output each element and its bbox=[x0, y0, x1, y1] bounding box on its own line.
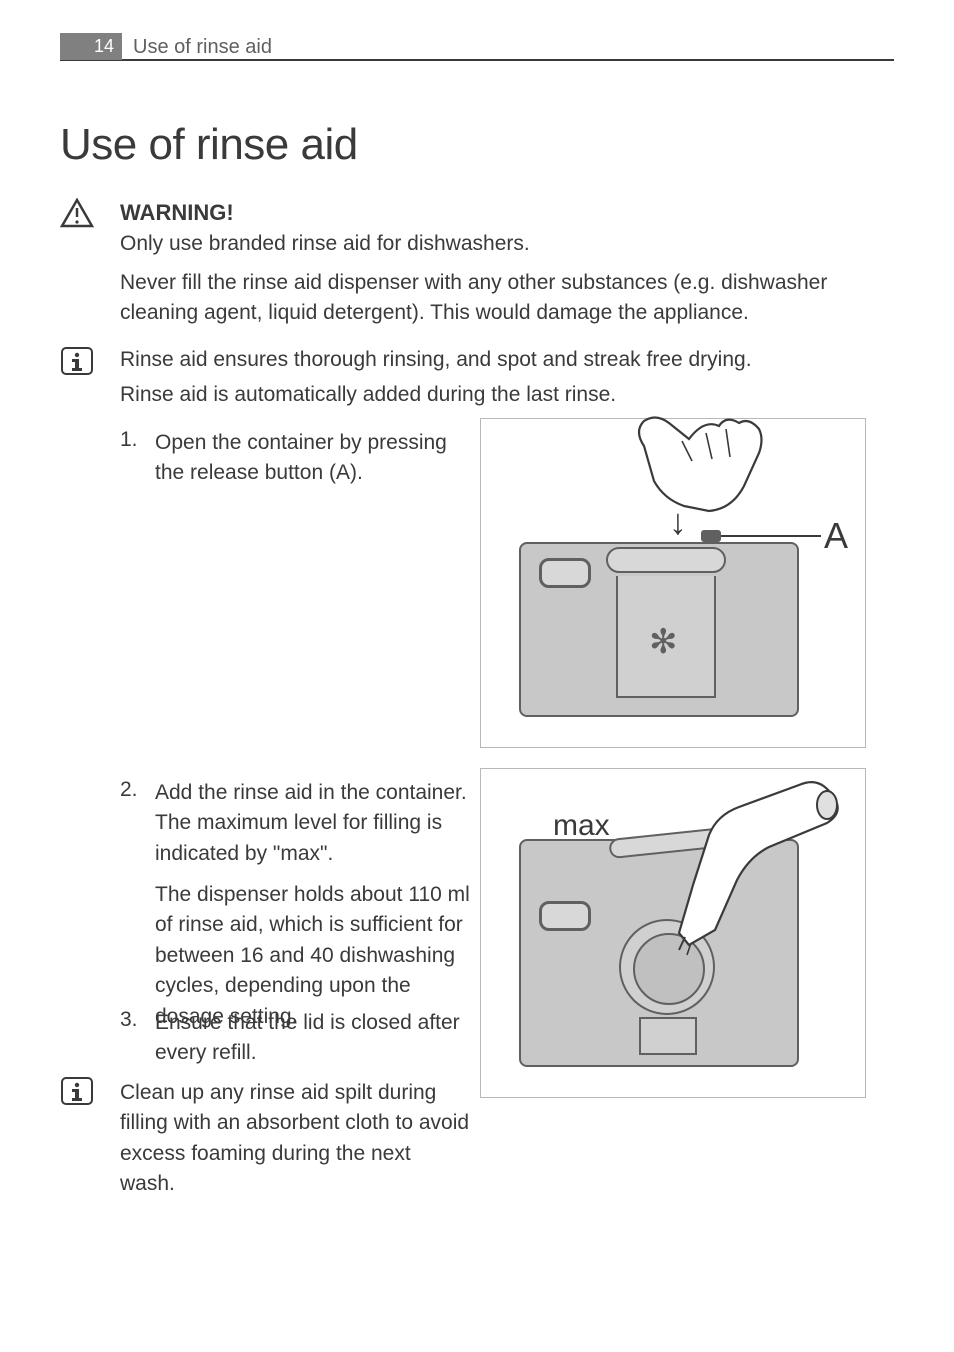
max-label: max bbox=[553, 809, 610, 843]
header-title: Use of rinse aid bbox=[133, 36, 272, 59]
rinse-aid-lid bbox=[606, 547, 726, 573]
info-paragraph-1: Rinse aid ensures thorough rinsing, and … bbox=[120, 348, 752, 372]
step-2-number: 2. bbox=[120, 778, 138, 802]
step-3-text: Ensure that the lid is closed after ever… bbox=[155, 1008, 470, 1069]
warning-paragraph-2: Never fill the rinse aid dispenser with … bbox=[120, 268, 894, 329]
figure-b-diagram: max bbox=[489, 777, 857, 1089]
step-1-text: Open the container by pressing the relea… bbox=[155, 428, 470, 489]
cleanup-paragraph: Clean up any rinse aid spilt during fill… bbox=[120, 1078, 470, 1200]
rinse-aid-star-icon: ✻ bbox=[649, 622, 678, 662]
press-arrow-icon: ↓ bbox=[669, 501, 687, 543]
rinse-aid-bottle-icon bbox=[649, 765, 849, 965]
info-icon bbox=[60, 1076, 94, 1106]
info-paragraph-2: Rinse aid is automatically added during … bbox=[120, 383, 616, 407]
label-a: A bbox=[824, 515, 848, 557]
dispenser-housing: ✻ bbox=[519, 542, 799, 717]
detergent-compartment-icon bbox=[539, 901, 591, 931]
figure-b-container: max bbox=[480, 768, 866, 1098]
hand-press-icon bbox=[614, 411, 774, 531]
warning-paragraph-1: Only use branded rinse aid for dishwashe… bbox=[120, 232, 530, 256]
funnel-base bbox=[639, 1017, 697, 1055]
label-a-leader-line bbox=[721, 535, 821, 537]
warning-triangle-icon bbox=[60, 198, 94, 228]
info-icon bbox=[60, 346, 94, 376]
warning-heading: WARNING! bbox=[120, 200, 234, 226]
figure-a-container: ✻ ↓ A bbox=[480, 418, 866, 748]
page-number: 14 bbox=[94, 36, 114, 57]
release-button-marker bbox=[701, 530, 721, 542]
step-2-text: Add the rinse aid in the container. The … bbox=[155, 778, 470, 869]
step-1-number: 1. bbox=[120, 428, 138, 452]
page-number-badge: 14 bbox=[60, 33, 122, 60]
detergent-compartment-icon bbox=[539, 558, 591, 588]
section-heading: Use of rinse aid bbox=[60, 120, 358, 170]
figure-a-diagram: ✻ ↓ A bbox=[489, 427, 857, 739]
step-3-number: 3. bbox=[120, 1008, 138, 1032]
